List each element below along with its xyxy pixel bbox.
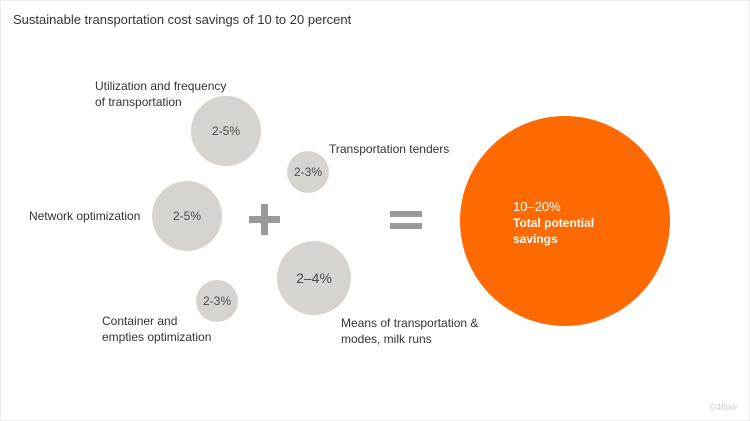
page-title: Sustainable transportation cost savings … bbox=[13, 12, 352, 27]
total-savings-circle bbox=[460, 116, 670, 326]
total-savings-label: Total potential savings bbox=[513, 216, 595, 246]
factor-label-utilization: Utilization and frequency of transportat… bbox=[95, 79, 227, 109]
factor-bubble-container: 2-3% bbox=[196, 280, 238, 322]
factor-bubble-tenders: 2-3% bbox=[287, 151, 329, 193]
factor-bubble-network: 2-5% bbox=[152, 181, 222, 251]
total-savings-value: 10–20% bbox=[513, 199, 561, 214]
watermark: ©4flow bbox=[709, 402, 737, 412]
factor-bubble-means: 2–4% bbox=[277, 241, 351, 315]
factor-bubble-utilization: 2-5% bbox=[191, 96, 261, 166]
factor-label-network: Network optimization bbox=[29, 209, 141, 223]
factor-label-means: Means of transportation & modes, milk ru… bbox=[341, 316, 479, 346]
factor-label-tenders: Transportation tenders bbox=[329, 142, 450, 156]
factor-label-container: Container and empties optimization bbox=[102, 314, 212, 344]
